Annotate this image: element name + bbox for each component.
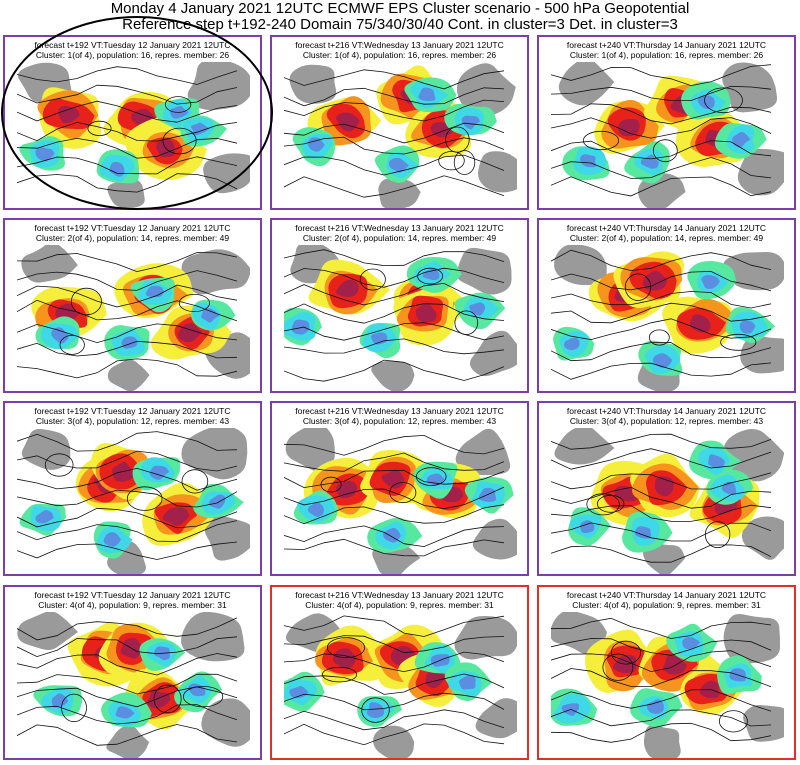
geopotential-anomaly-map [17, 245, 250, 391]
cluster-panel: forecast t+192 VT:Tuesday 12 January 202… [3, 218, 262, 393]
geopotential-anomaly-map [17, 612, 250, 758]
panel-title: forecast t+216 VT:Wednesday 13 January 2… [272, 223, 527, 243]
panel-forecast-time: forecast t+240 VT:Thursday 14 January 20… [566, 40, 767, 50]
panel-cluster-info: Cluster: 4(of 4), population: 9, repres.… [38, 600, 227, 610]
panel-forecast-time: forecast t+216 VT:Wednesday 13 January 2… [295, 223, 504, 233]
cluster-panel: forecast t+192 VT:Tuesday 12 January 202… [3, 585, 262, 760]
cluster-panel: forecast t+216 VT:Wednesday 13 January 2… [270, 585, 529, 760]
panel-title: forecast t+192 VT:Tuesday 12 January 202… [5, 223, 260, 243]
panel-forecast-time: forecast t+192 VT:Tuesday 12 January 202… [34, 40, 231, 50]
geopotential-anomaly-map [284, 612, 517, 758]
panel-cluster-info: Cluster: 4(of 4), population: 9, repres.… [572, 600, 761, 610]
cluster-panel: forecast t+192 VT:Tuesday 12 January 202… [3, 401, 262, 576]
geopotential-anomaly-map [551, 62, 784, 208]
panel-cluster-info: Cluster: 3(of 4), population: 12, repres… [35, 416, 230, 426]
panel-title: forecast t+216 VT:Wednesday 13 January 2… [272, 406, 527, 426]
cluster-panel: forecast t+216 VT:Wednesday 13 January 2… [270, 35, 529, 210]
panel-forecast-time: forecast t+240 VT:Thursday 14 January 20… [566, 590, 767, 600]
panel-cluster-info: Cluster: 3(of 4), population: 12, repres… [569, 416, 764, 426]
geopotential-anomaly-map [284, 428, 517, 574]
panel-forecast-time: forecast t+240 VT:Thursday 14 January 20… [566, 406, 767, 416]
panel-forecast-time: forecast t+216 VT:Wednesday 13 January 2… [295, 406, 504, 416]
geopotential-anomaly-map [17, 62, 250, 208]
panel-cluster-info: Cluster: 3(of 4), population: 12, repres… [302, 416, 497, 426]
panel-cluster-info: Cluster: 2(of 4), population: 14, repres… [302, 233, 497, 243]
cluster-panel: forecast t+240 VT:Thursday 14 January 20… [537, 218, 796, 393]
highlight-ellipse [1, 16, 273, 210]
cluster-panel: forecast t+240 VT:Thursday 14 January 20… [537, 585, 796, 760]
geopotential-anomaly-map [17, 428, 250, 574]
panel-forecast-time: forecast t+192 VT:Tuesday 12 January 202… [34, 223, 231, 233]
cluster-panel: forecast t+240 VT:Thursday 14 January 20… [537, 35, 796, 210]
panel-forecast-time: forecast t+240 VT:Thursday 14 January 20… [566, 223, 767, 233]
geopotential-anomaly-map [551, 245, 784, 391]
cluster-panel: forecast t+240 VT:Thursday 14 January 20… [537, 401, 796, 576]
panel-title: forecast t+192 VT:Tuesday 12 January 202… [5, 590, 260, 610]
panel-title: forecast t+192 VT:Tuesday 12 January 202… [5, 40, 260, 60]
panel-cluster-info: Cluster: 2(of 4), population: 14, repres… [35, 233, 230, 243]
panel-cluster-info: Cluster: 1(of 4), population: 16, repres… [569, 50, 764, 60]
panel-title: forecast t+240 VT:Thursday 14 January 20… [539, 406, 794, 426]
panel-cluster-info: Cluster: 2(of 4), population: 14, repres… [569, 233, 764, 243]
panel-forecast-time: forecast t+216 VT:Wednesday 13 January 2… [295, 40, 504, 50]
figure-subtitle: Reference step t+192-240 Domain 75/340/3… [122, 16, 678, 33]
panel-title: forecast t+240 VT:Thursday 14 January 20… [539, 223, 794, 243]
panel-cluster-info: Cluster: 1(of 4), population: 16, repres… [35, 50, 230, 60]
cluster-panel: forecast t+216 VT:Wednesday 13 January 2… [270, 401, 529, 576]
panel-title: forecast t+216 VT:Wednesday 13 January 2… [272, 590, 527, 610]
panel-cluster-info: Cluster: 4(of 4), population: 9, repres.… [305, 600, 494, 610]
panel-title: forecast t+240 VT:Thursday 14 January 20… [539, 40, 794, 60]
geopotential-anomaly-map [551, 612, 784, 758]
panel-title: forecast t+192 VT:Tuesday 12 January 202… [5, 406, 260, 426]
cluster-panel: forecast t+192 VT:Tuesday 12 January 202… [3, 35, 262, 210]
panel-forecast-time: forecast t+216 VT:Wednesday 13 January 2… [295, 590, 504, 600]
panel-forecast-time: forecast t+192 VT:Tuesday 12 January 202… [34, 590, 231, 600]
panel-cluster-info: Cluster: 1(of 4), population: 16, repres… [302, 50, 497, 60]
figure-header: Monday 4 January 2021 12UTC ECMWF EPS Cl… [0, 0, 800, 33]
figure-title: Monday 4 January 2021 12UTC ECMWF EPS Cl… [110, 0, 690, 17]
panel-title: forecast t+216 VT:Wednesday 13 January 2… [272, 40, 527, 60]
cluster-panel: forecast t+216 VT:Wednesday 13 January 2… [270, 218, 529, 393]
geopotential-anomaly-map [284, 62, 517, 208]
panel-forecast-time: forecast t+192 VT:Tuesday 12 January 202… [34, 406, 231, 416]
geopotential-anomaly-map [284, 245, 517, 391]
geopotential-anomaly-map [551, 428, 784, 574]
panel-title: forecast t+240 VT:Thursday 14 January 20… [539, 590, 794, 610]
